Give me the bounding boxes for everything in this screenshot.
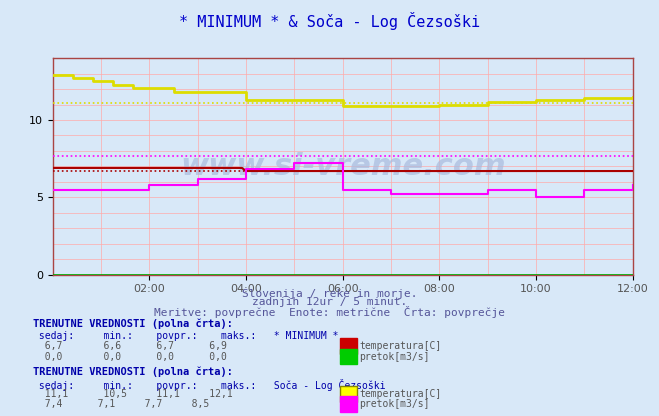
- Text: zadnjih 12ur / 5 minut.: zadnjih 12ur / 5 minut.: [252, 297, 407, 307]
- Text: 6,7       6,6      6,7      6,9: 6,7 6,6 6,7 6,9: [33, 341, 227, 351]
- Text: 0,0       0,0      0,0      0,0: 0,0 0,0 0,0 0,0: [33, 352, 227, 362]
- Text: temperatura[C]: temperatura[C]: [359, 341, 442, 351]
- Text: * MINIMUM * & Soča - Log Čezsoški: * MINIMUM * & Soča - Log Čezsoški: [179, 12, 480, 30]
- Text: pretok[m3/s]: pretok[m3/s]: [359, 399, 430, 409]
- Text: Meritve: povprečne  Enote: metrične  Črta: povprečje: Meritve: povprečne Enote: metrične Črta:…: [154, 306, 505, 318]
- Text: sedaj:     min.:    povpr.:    maks.:   * MINIMUM *: sedaj: min.: povpr.: maks.: * MINIMUM *: [33, 331, 339, 341]
- Text: TRENUTNE VREDNOSTI (polna črta):: TRENUTNE VREDNOSTI (polna črta):: [33, 366, 233, 376]
- Text: sedaj:     min.:    povpr.:    maks.:   Soča - Log Čezsoški: sedaj: min.: povpr.: maks.: Soča - Log Č…: [33, 379, 386, 391]
- Text: pretok[m3/s]: pretok[m3/s]: [359, 352, 430, 362]
- Text: www.si-vreme.com: www.si-vreme.com: [180, 152, 505, 181]
- Text: Slovenija / reke in morje.: Slovenija / reke in morje.: [242, 289, 417, 299]
- Text: 7,4      7,1     7,7     8,5: 7,4 7,1 7,7 8,5: [33, 399, 209, 409]
- Text: TRENUTNE VREDNOSTI (polna črta):: TRENUTNE VREDNOSTI (polna črta):: [33, 318, 233, 329]
- Text: 11,1      10,5     11,1     12,1: 11,1 10,5 11,1 12,1: [33, 389, 233, 399]
- Text: temperatura[C]: temperatura[C]: [359, 389, 442, 399]
